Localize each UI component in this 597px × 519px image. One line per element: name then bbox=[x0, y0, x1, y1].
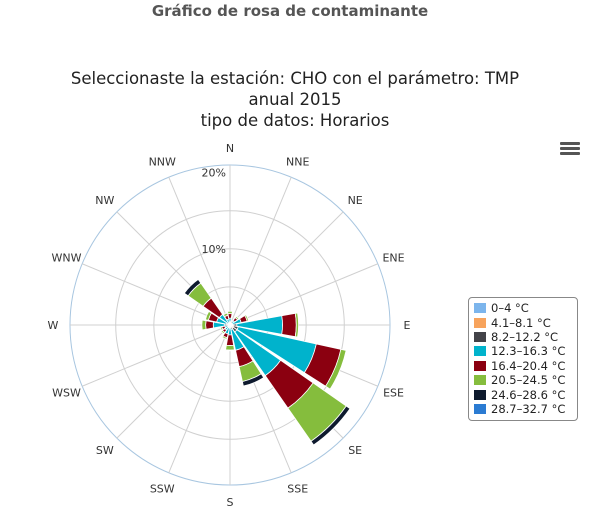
grid-spoke-NNW bbox=[168, 176, 231, 326]
legend-item[interactable]: 16.4–20.4 °C bbox=[474, 359, 577, 373]
direction-label-WSW: WSW bbox=[52, 387, 81, 400]
legend-swatch bbox=[474, 303, 486, 314]
legend-swatch bbox=[474, 403, 486, 414]
legend-label: 20.5–24.5 °C bbox=[491, 373, 566, 388]
legend-swatch bbox=[474, 317, 486, 328]
rose-bar-SE-s6 bbox=[310, 405, 351, 446]
legend-swatch bbox=[474, 375, 486, 386]
direction-label-SE: SE bbox=[348, 444, 362, 457]
page-heading: Gráfico de rosa de contaminante bbox=[151, 2, 429, 20]
legend-label: 8.2–12.2 °C bbox=[491, 329, 559, 344]
direction-label-E: E bbox=[404, 319, 411, 332]
direction-label-SSW: SSW bbox=[150, 483, 175, 496]
rose-bars bbox=[183, 278, 351, 446]
direction-label-NE: NE bbox=[348, 194, 363, 207]
chart-title-line-3: tipo de datos: Horarios bbox=[200, 111, 390, 130]
rose-bar-W-s4 bbox=[205, 320, 214, 330]
rose-bar-S-s6 bbox=[224, 349, 236, 352]
grid-spoke-ENE bbox=[229, 263, 379, 326]
direction-label-ESE: ESE bbox=[383, 387, 404, 400]
legend-label: 28.7–32.7 °C bbox=[491, 401, 566, 416]
legend-label: 16.4–20.4 °C bbox=[491, 358, 566, 373]
rose-bar-E-s5 bbox=[294, 312, 299, 338]
rose-bar-ESE-s5 bbox=[325, 348, 347, 390]
rose-bar-SSW-s5 bbox=[221, 335, 228, 340]
radial-tick-label-2: 20% bbox=[202, 167, 226, 180]
direction-label-N: N bbox=[226, 142, 234, 155]
direction-label-W: W bbox=[48, 319, 59, 332]
legend-label: 24.6–28.6 °C bbox=[491, 387, 566, 402]
grid-spoke-NE bbox=[229, 211, 344, 326]
direction-label-ENE: ENE bbox=[382, 251, 404, 264]
legend-item[interactable]: 12.3–16.3 °C bbox=[474, 344, 577, 358]
grid-spoke-SSW bbox=[168, 324, 231, 474]
direction-label-NNE: NNE bbox=[286, 155, 309, 168]
direction-label-NNW: NNW bbox=[149, 155, 176, 168]
rose-bar-W-s5 bbox=[201, 319, 207, 331]
legend-item[interactable]: 0–4 °C bbox=[474, 301, 577, 315]
direction-label-SW: SW bbox=[96, 444, 114, 457]
chart-title-line-1: Seleccionaste la estación: CHO con el pa… bbox=[70, 69, 520, 88]
direction-label-SSE: SSE bbox=[287, 483, 308, 496]
rose-bar-NW-s6 bbox=[183, 278, 202, 297]
legend: 0–4 °C 4.1–8.1 °C 8.2–12.2 °C 12.3–16.3 °C 1… bbox=[468, 297, 578, 421]
grid-spoke-SW bbox=[116, 324, 231, 439]
hamburger-menu-icon[interactable] bbox=[560, 140, 580, 156]
rose-bar-E-s4 bbox=[281, 312, 297, 338]
direction-label-S: S bbox=[227, 496, 234, 509]
legend-label: 0–4 °C bbox=[491, 301, 529, 316]
direction-label-WNW: WNW bbox=[51, 251, 81, 264]
windrose-chart: Seleccionaste la estación: CHO con el pa… bbox=[0, 60, 597, 519]
grid-spoke-NNE bbox=[229, 176, 292, 326]
grid-spoke-WNW bbox=[81, 263, 231, 326]
radial-tick-label-1: 10% bbox=[202, 243, 226, 256]
legend-label: 4.1–8.1 °C bbox=[491, 315, 551, 330]
rose-bar-SW-s5 bbox=[220, 329, 226, 335]
rose-bar-SSE-s6 bbox=[241, 373, 265, 387]
legend-item[interactable]: 20.5–24.5 °C bbox=[474, 373, 577, 387]
legend-swatch bbox=[474, 346, 486, 357]
rose-bar-ENE-s5 bbox=[244, 314, 250, 322]
legend-label: 12.3–16.3 °C bbox=[491, 344, 566, 359]
legend-item[interactable]: 4.1–8.1 °C bbox=[474, 315, 577, 330]
rose-bar-WNW-s5 bbox=[204, 310, 212, 321]
legend-item[interactable]: 24.6–28.6 °C bbox=[474, 387, 577, 402]
legend-swatch bbox=[474, 389, 486, 400]
grid-spoke-WSW bbox=[81, 324, 231, 387]
legend-swatch bbox=[474, 331, 486, 342]
rose-bar-NE-s5 bbox=[234, 315, 240, 321]
rose-bar-S-s5 bbox=[225, 344, 235, 351]
direction-label-NW: NW bbox=[95, 194, 114, 207]
legend-item[interactable]: 28.7–32.7 °C bbox=[474, 402, 577, 416]
windrose-plot: N NNE NE ENE E ESE SE SSE S SSW SW WSW W WNW NW NNW 10% 2… bbox=[48, 142, 411, 509]
legend-item[interactable]: 8.2–12.2 °C bbox=[474, 330, 577, 344]
chart-title: Seleccionaste la estación: CHO con el pa… bbox=[0, 68, 590, 131]
direction-labels: N NNE NE ENE E ESE SE SSE S SSW SW WSW W WNW NW NNW bbox=[48, 142, 411, 509]
chart-title-line-2: anual 2015 bbox=[248, 90, 342, 109]
rose-bar-N-s5 bbox=[227, 310, 233, 315]
rose-bar-NNW-s5 bbox=[222, 312, 229, 318]
legend-swatch bbox=[474, 360, 486, 371]
